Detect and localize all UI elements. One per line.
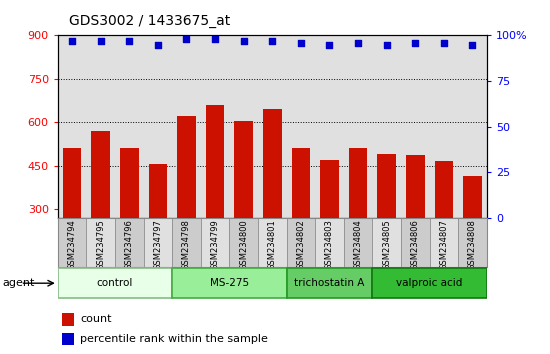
Bar xyxy=(201,218,229,267)
Text: valproic acid: valproic acid xyxy=(397,278,463,288)
Point xyxy=(96,38,105,44)
Point xyxy=(439,40,448,46)
Bar xyxy=(206,105,224,218)
Text: GDS3002 / 1433675_at: GDS3002 / 1433675_at xyxy=(69,14,230,28)
Point xyxy=(182,36,191,42)
Bar xyxy=(58,218,86,267)
Bar xyxy=(229,218,258,267)
Point xyxy=(68,38,76,44)
Bar xyxy=(258,218,287,267)
Bar xyxy=(434,161,453,218)
Bar xyxy=(115,218,144,267)
Bar xyxy=(58,268,172,298)
Point xyxy=(468,42,477,47)
Text: GSM234808: GSM234808 xyxy=(468,219,477,270)
Bar xyxy=(401,218,430,267)
Text: GSM234794: GSM234794 xyxy=(68,219,76,270)
Point xyxy=(325,42,334,47)
Bar xyxy=(172,268,287,298)
Bar xyxy=(320,160,339,218)
Bar xyxy=(430,218,458,267)
Text: MS-275: MS-275 xyxy=(210,278,249,288)
Text: GSM234804: GSM234804 xyxy=(354,219,362,270)
Text: GSM234806: GSM234806 xyxy=(411,219,420,270)
Bar xyxy=(62,333,74,346)
Text: GSM234799: GSM234799 xyxy=(211,219,219,270)
Point xyxy=(411,40,420,46)
Bar xyxy=(172,218,201,267)
Text: GSM234801: GSM234801 xyxy=(268,219,277,270)
Point xyxy=(211,36,219,42)
Point xyxy=(153,42,162,47)
Bar xyxy=(234,121,253,218)
Text: GSM234807: GSM234807 xyxy=(439,219,448,270)
Bar xyxy=(148,164,167,218)
Text: GSM234800: GSM234800 xyxy=(239,219,248,270)
Point xyxy=(382,42,391,47)
Bar xyxy=(458,218,487,267)
Point xyxy=(125,38,134,44)
Text: GSM234795: GSM234795 xyxy=(96,219,105,270)
Bar xyxy=(63,148,81,218)
Bar xyxy=(463,176,482,218)
Bar xyxy=(349,148,367,218)
Bar xyxy=(377,154,396,218)
Bar xyxy=(120,148,139,218)
Bar xyxy=(86,218,115,267)
Bar xyxy=(62,313,74,326)
Text: control: control xyxy=(97,278,133,288)
Text: percentile rank within the sample: percentile rank within the sample xyxy=(80,334,268,344)
Bar xyxy=(372,218,401,267)
Point xyxy=(296,40,305,46)
Point xyxy=(354,40,362,46)
Bar xyxy=(177,116,196,218)
Text: agent: agent xyxy=(3,278,35,288)
Bar xyxy=(263,109,282,218)
Bar xyxy=(344,218,372,267)
Bar xyxy=(315,218,344,267)
Bar xyxy=(287,268,372,298)
Text: GSM234803: GSM234803 xyxy=(325,219,334,270)
Bar xyxy=(91,131,110,218)
Bar xyxy=(287,218,315,267)
Bar xyxy=(144,218,172,267)
Text: GSM234805: GSM234805 xyxy=(382,219,391,270)
Text: GSM234797: GSM234797 xyxy=(153,219,162,270)
Point xyxy=(268,38,277,44)
Text: GSM234802: GSM234802 xyxy=(296,219,305,270)
Text: GSM234798: GSM234798 xyxy=(182,219,191,270)
Text: trichostatin A: trichostatin A xyxy=(294,278,365,288)
Text: count: count xyxy=(80,314,112,325)
Bar xyxy=(372,268,487,298)
Point xyxy=(239,38,248,44)
Text: GSM234796: GSM234796 xyxy=(125,219,134,270)
Bar xyxy=(292,148,310,218)
Bar xyxy=(406,155,425,218)
